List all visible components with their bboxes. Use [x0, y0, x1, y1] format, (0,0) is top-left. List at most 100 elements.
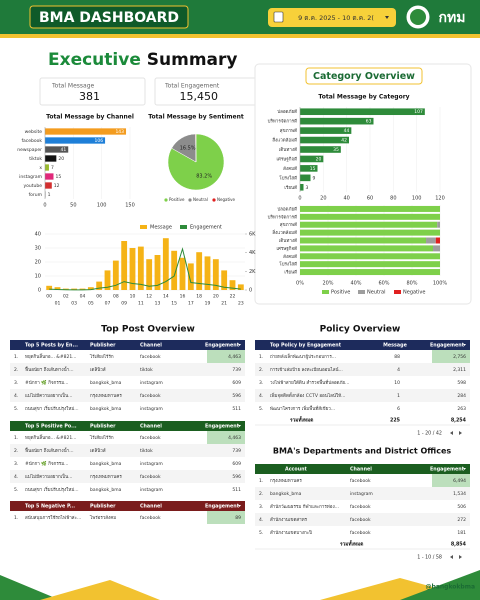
- table-cell: 1.: [259, 354, 263, 360]
- y-tick-label: โปร่งใสดี: [279, 174, 297, 181]
- y-tick-label: เรียนดี: [284, 185, 297, 191]
- column-header[interactable]: Engagement: [205, 424, 240, 430]
- bar-segment: [437, 221, 440, 228]
- bar: [300, 146, 341, 153]
- logo-text: กทม: [439, 10, 466, 26]
- sort-arrow: [238, 425, 241, 427]
- category-title: Category Overview: [313, 71, 415, 82]
- pager-next[interactable]: [459, 431, 462, 435]
- bar: [300, 165, 318, 172]
- bar: [71, 288, 78, 290]
- y-tick-label: forum: [29, 192, 42, 198]
- date-picker[interactable]: [268, 8, 396, 27]
- section-title: Policy Overview: [320, 325, 401, 335]
- pager-next[interactable]: [459, 555, 462, 559]
- data-label: 42: [341, 138, 347, 144]
- y2-tick-label: 2K: [249, 269, 256, 275]
- bar: [204, 256, 211, 290]
- table-row: [255, 474, 470, 487]
- legend-swatch: [358, 290, 365, 294]
- table-row: [255, 376, 470, 389]
- pager-prev[interactable]: [450, 555, 453, 559]
- y-tick-label: tiktok: [29, 156, 42, 162]
- table-cell: 506: [457, 504, 466, 510]
- column-header[interactable]: Engagement: [430, 343, 465, 349]
- bar: [112, 260, 119, 290]
- table-cell: 511: [232, 406, 241, 412]
- bar-segment: [300, 237, 426, 244]
- table-cell: 511: [232, 487, 241, 493]
- y-tick-label: โปร่งใสดี: [279, 261, 297, 268]
- table-cell: tiktok: [140, 367, 153, 373]
- x-tick-label: 50: [70, 203, 76, 209]
- table-cell: 2.: [259, 491, 263, 497]
- bar: [54, 287, 61, 290]
- bar: [45, 173, 54, 180]
- table-cell: 3.: [14, 461, 18, 467]
- bar-segment: [300, 205, 440, 212]
- table-cell: แม่ไม่มีความอยากเป็น...: [25, 391, 72, 399]
- x-tick-label: 01: [55, 301, 61, 307]
- table-row: [10, 511, 245, 524]
- table-cell: instagram: [140, 380, 163, 386]
- chart-title: Total Message by Channel: [46, 114, 134, 121]
- x-tick-label: 07: [105, 301, 111, 307]
- data-label: 20: [316, 156, 322, 162]
- table-cell: 4: [397, 367, 400, 373]
- x-tick-label: 12: [146, 294, 152, 300]
- table-total: 8,254: [451, 418, 467, 424]
- table-cell: สำนักงานเขตสาทร: [270, 516, 308, 523]
- column-header: Account: [285, 467, 308, 473]
- x-tick-label: 16: [180, 294, 186, 300]
- table-cell: 4.: [14, 474, 18, 480]
- table-cell: 1.: [14, 354, 18, 360]
- table-cell: 1.: [14, 515, 18, 521]
- table-row: [10, 444, 245, 457]
- table-cell: 3.: [14, 380, 18, 386]
- x-tick-label: 20: [213, 294, 219, 300]
- table-cell: 2,311: [453, 367, 466, 373]
- table-cell: 5.: [14, 406, 18, 412]
- heat-cell: [207, 511, 245, 524]
- bar: [45, 137, 106, 144]
- x-tick-label: 60%: [378, 281, 389, 287]
- table-cell: 2.: [259, 367, 263, 373]
- column-header[interactable]: Engagement: [205, 504, 240, 510]
- legend-label: Neutral: [193, 197, 208, 202]
- y-tick-label: 0: [38, 288, 41, 294]
- y-tick-label: สุขภาพดี: [280, 128, 297, 134]
- bar: [129, 248, 136, 290]
- bar: [196, 252, 203, 290]
- bar: [45, 146, 69, 153]
- x-tick-label: 100%: [433, 281, 448, 287]
- sort-arrow: [238, 344, 241, 346]
- pager-prev[interactable]: [450, 431, 453, 435]
- table-cell: 5.: [259, 406, 263, 412]
- y-tick-label: 30: [35, 246, 41, 252]
- table-cell: 2.: [14, 448, 18, 454]
- x-tick-label: 08: [113, 294, 119, 300]
- table-cell: instagram: [140, 487, 163, 493]
- column-header[interactable]: Engagement: [205, 343, 240, 349]
- data-label: 44: [344, 128, 350, 134]
- table-cell: facebook: [140, 435, 161, 441]
- table-row: [255, 513, 470, 526]
- legend-swatch: [180, 225, 187, 229]
- table-cell: ไร้เสียงไร้รัก: [89, 435, 114, 441]
- table-cell: 598: [457, 380, 466, 386]
- table-cell: 88: [394, 354, 400, 360]
- column-header[interactable]: Engagement: [430, 467, 465, 473]
- x-tick-label: 23: [238, 301, 244, 307]
- y-tick-label: facebook: [21, 138, 42, 144]
- x-tick-label: 10: [130, 294, 136, 300]
- table-cell: 4.: [259, 393, 263, 399]
- table-cell: 4,463: [228, 354, 241, 360]
- table-cell: facebook: [140, 393, 161, 399]
- sort-arrow: [463, 468, 466, 470]
- legend-label: Neutral: [367, 290, 385, 296]
- footer-decor: [40, 580, 160, 600]
- bar: [96, 281, 103, 290]
- y-tick-label: สุขภาพดี: [280, 222, 297, 228]
- kpi-label: Total Engagement: [164, 83, 220, 90]
- bar: [137, 246, 144, 290]
